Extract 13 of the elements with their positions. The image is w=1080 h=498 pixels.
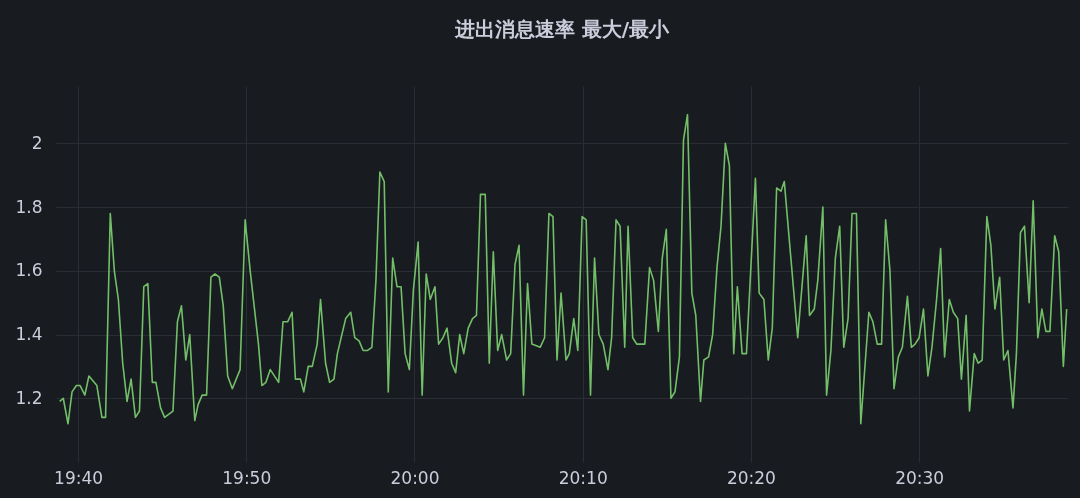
x-tick-label: 20:00 (390, 467, 440, 488)
line-series (58, 113, 1068, 425)
x-tick-label: 19:50 (222, 467, 272, 488)
x-tick-label: 19:40 (54, 467, 104, 488)
x-tick-label: 20:20 (726, 467, 776, 488)
y-tick-label: 1.2 (15, 387, 43, 408)
x-tick-label: 20:10 (558, 467, 608, 488)
y-tick-label: 1.4 (15, 324, 43, 345)
y-tick-label: 1.6 (15, 260, 43, 281)
chart-title: 进出消息速率 最大/最小 (453, 17, 671, 41)
y-tick-label: 1.8 (15, 196, 43, 217)
x-tick-label: 20:30 (895, 467, 945, 488)
y-tick-label: 2 (31, 132, 43, 153)
